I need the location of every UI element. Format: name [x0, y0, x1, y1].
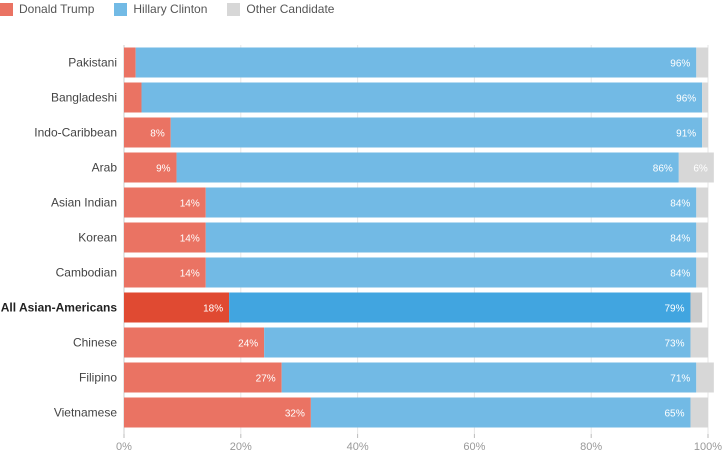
data-label-donald-trump-all-asian-americans: 18%	[203, 304, 223, 315]
category-label-cambodian: Cambodian	[56, 266, 117, 280]
legend-item-clinton: Hillary Clinton	[114, 2, 207, 16]
data-label-hillary-clinton-all-asian-americans: 79%	[664, 304, 684, 315]
legend-swatch-other	[227, 2, 241, 16]
bar-other-candidate-all-asian-americans	[690, 292, 703, 323]
category-label-asian-indian: Asian Indian	[51, 196, 117, 210]
category-label-indo-caribbean: Indo-Caribbean	[34, 126, 117, 140]
data-label-hillary-clinton-chinese: 73%	[664, 339, 684, 350]
legend-item-other: Other Candidate	[227, 2, 334, 16]
bar-other-candidate-vietnamese	[690, 397, 708, 428]
bar-hillary-clinton-pakistani	[135, 47, 697, 78]
category-label-korean: Korean	[78, 231, 117, 245]
bar-donald-trump-vietnamese	[124, 397, 311, 428]
bar-donald-trump-indo-caribbean	[124, 117, 171, 148]
legend-item-trump: Donald Trump	[0, 2, 94, 16]
data-label-donald-trump-cambodian: 14%	[180, 269, 200, 280]
bar-donald-trump-cambodian	[124, 257, 206, 288]
data-label-donald-trump-vietnamese: 32%	[285, 409, 305, 420]
category-label-vietnamese: Vietnamese	[54, 406, 117, 420]
bar-hillary-clinton-cambodian	[205, 257, 697, 288]
bar-hillary-clinton-filipino	[281, 362, 697, 393]
data-label-donald-trump-asian-indian: 14%	[180, 199, 200, 210]
data-label-other-candidate-arab: 6%	[693, 164, 708, 175]
data-label-hillary-clinton-asian-indian: 84%	[670, 199, 690, 210]
data-label-donald-trump-indo-caribbean: 8%	[150, 129, 165, 140]
bar-hillary-clinton-bangladeshi	[141, 82, 703, 113]
x-tick-label: 40%	[347, 441, 369, 453]
x-tick-label: 20%	[230, 441, 252, 453]
x-tick-label: 100%	[694, 441, 722, 453]
bar-hillary-clinton-korean	[205, 222, 697, 253]
bar-hillary-clinton-asian-indian	[205, 187, 697, 218]
legend-label-trump: Donald Trump	[19, 2, 95, 16]
bar-other-candidate-asian-indian	[696, 187, 708, 218]
data-label-hillary-clinton-vietnamese: 65%	[664, 409, 684, 420]
data-label-hillary-clinton-pakistani: 96%	[670, 59, 690, 70]
chart-legend: Donald Trump Hillary Clinton Other Candi…	[0, 0, 354, 18]
data-label-donald-trump-arab: 9%	[156, 164, 171, 175]
data-label-hillary-clinton-indo-caribbean: 91%	[676, 129, 696, 140]
bar-other-candidate-pakistani	[696, 47, 708, 78]
bar-donald-trump-pakistani	[124, 47, 136, 78]
bar-donald-trump-asian-indian	[124, 187, 206, 218]
x-tick-label: 60%	[463, 441, 485, 453]
category-label-bangladeshi: Bangladeshi	[51, 91, 117, 105]
bar-donald-trump-chinese	[124, 327, 265, 358]
legend-label-clinton: Hillary Clinton	[133, 2, 208, 16]
bar-other-candidate-bangladeshi	[702, 82, 708, 113]
x-tick-label: 80%	[580, 441, 602, 453]
bar-other-candidate-arab	[678, 152, 714, 183]
category-label-chinese: Chinese	[73, 336, 117, 350]
data-label-hillary-clinton-korean: 84%	[670, 234, 690, 245]
bar-hillary-clinton-all-asian-americans	[229, 292, 691, 323]
data-label-donald-trump-chinese: 24%	[238, 339, 258, 350]
bar-donald-trump-bangladeshi	[124, 82, 142, 113]
data-label-hillary-clinton-cambodian: 84%	[670, 269, 690, 280]
bar-other-candidate-indo-caribbean	[702, 117, 708, 148]
bar-hillary-clinton-vietnamese	[310, 397, 691, 428]
bar-donald-trump-filipino	[124, 362, 282, 393]
data-label-donald-trump-korean: 14%	[180, 234, 200, 245]
bar-donald-trump-korean	[124, 222, 206, 253]
bar-donald-trump-arab	[124, 152, 177, 183]
bar-hillary-clinton-arab	[176, 152, 679, 183]
bar-other-candidate-filipino	[696, 362, 714, 393]
category-label-arab: Arab	[92, 161, 118, 175]
bar-hillary-clinton-indo-caribbean	[170, 117, 703, 148]
bar-donald-trump-all-asian-americans	[124, 292, 230, 323]
bar-other-candidate-korean	[696, 222, 708, 253]
category-label-pakistani: Pakistani	[68, 56, 117, 70]
bar-hillary-clinton-chinese	[264, 327, 691, 358]
x-tick-label: 0%	[116, 441, 132, 453]
legend-label-other: Other Candidate	[246, 2, 335, 16]
legend-swatch-clinton	[114, 2, 128, 16]
bar-other-candidate-chinese	[690, 327, 708, 358]
category-label-filipino: Filipino	[79, 371, 117, 385]
data-label-hillary-clinton-bangladeshi: 96%	[676, 94, 696, 105]
data-label-hillary-clinton-arab: 86%	[653, 164, 673, 175]
category-label-all-asian-americans: All Asian-Americans	[1, 301, 118, 315]
data-label-donald-trump-filipino: 27%	[256, 374, 276, 385]
bar-other-candidate-cambodian	[696, 257, 708, 288]
legend-swatch-trump	[0, 2, 13, 16]
data-label-hillary-clinton-filipino: 71%	[670, 374, 690, 385]
